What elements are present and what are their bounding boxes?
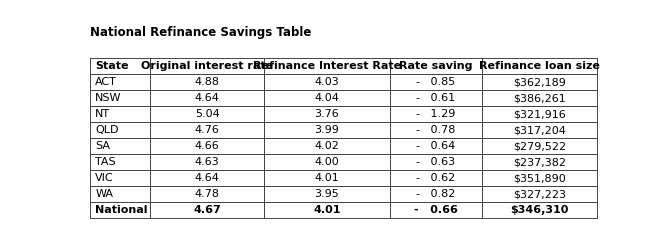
Text: 4.63: 4.63	[195, 158, 220, 167]
Text: 3.76: 3.76	[315, 109, 340, 119]
Text: 4.88: 4.88	[195, 77, 220, 87]
Text: -   0.82: - 0.82	[416, 190, 456, 199]
Text: 4.00: 4.00	[315, 158, 340, 167]
Text: 4.66: 4.66	[195, 141, 220, 151]
Text: 4.64: 4.64	[195, 93, 220, 103]
Text: Refinance Interest Rate: Refinance Interest Rate	[253, 61, 401, 71]
Text: $237,382: $237,382	[513, 158, 566, 167]
Text: Original interest rate: Original interest rate	[141, 61, 273, 71]
Text: 4.02: 4.02	[315, 141, 340, 151]
Text: ACT: ACT	[95, 77, 117, 87]
Text: $351,890: $351,890	[513, 173, 566, 183]
Text: 4.67: 4.67	[193, 205, 221, 215]
Text: $346,310: $346,310	[511, 205, 569, 215]
Text: $362,189: $362,189	[513, 77, 566, 87]
Text: -   0.62: - 0.62	[416, 173, 456, 183]
Text: Refinance loan size: Refinance loan size	[479, 61, 600, 71]
Text: TAS: TAS	[95, 158, 116, 167]
Text: National Refinance Savings Table: National Refinance Savings Table	[90, 26, 312, 39]
Text: -   0.63: - 0.63	[417, 158, 456, 167]
Text: 4.76: 4.76	[195, 125, 220, 135]
Text: 4.78: 4.78	[195, 190, 220, 199]
Text: 4.03: 4.03	[315, 77, 340, 87]
Text: -   0.64: - 0.64	[416, 141, 456, 151]
Text: -   0.66: - 0.66	[414, 205, 458, 215]
Text: NSW: NSW	[95, 93, 122, 103]
Text: NT: NT	[95, 109, 111, 119]
Text: State: State	[95, 61, 129, 71]
Text: $321,916: $321,916	[513, 109, 566, 119]
Text: VIC: VIC	[95, 173, 114, 183]
Text: 4.01: 4.01	[314, 205, 341, 215]
Text: -   0.61: - 0.61	[417, 93, 456, 103]
Text: 5.04: 5.04	[195, 109, 220, 119]
Text: $386,261: $386,261	[513, 93, 566, 103]
Text: 3.99: 3.99	[315, 125, 340, 135]
Text: $279,522: $279,522	[513, 141, 566, 151]
Text: $327,223: $327,223	[513, 190, 566, 199]
Text: -   1.29: - 1.29	[416, 109, 456, 119]
Text: Rate saving: Rate saving	[399, 61, 473, 71]
Text: 3.95: 3.95	[315, 190, 340, 199]
Text: 4.64: 4.64	[195, 173, 220, 183]
Text: SA: SA	[95, 141, 110, 151]
Text: National: National	[95, 205, 147, 215]
Text: $317,204: $317,204	[513, 125, 566, 135]
Text: QLD: QLD	[95, 125, 119, 135]
Text: 4.01: 4.01	[315, 173, 340, 183]
Text: 4.04: 4.04	[315, 93, 340, 103]
Text: -   0.78: - 0.78	[416, 125, 456, 135]
Text: WA: WA	[95, 190, 113, 199]
Text: -   0.85: - 0.85	[416, 77, 456, 87]
